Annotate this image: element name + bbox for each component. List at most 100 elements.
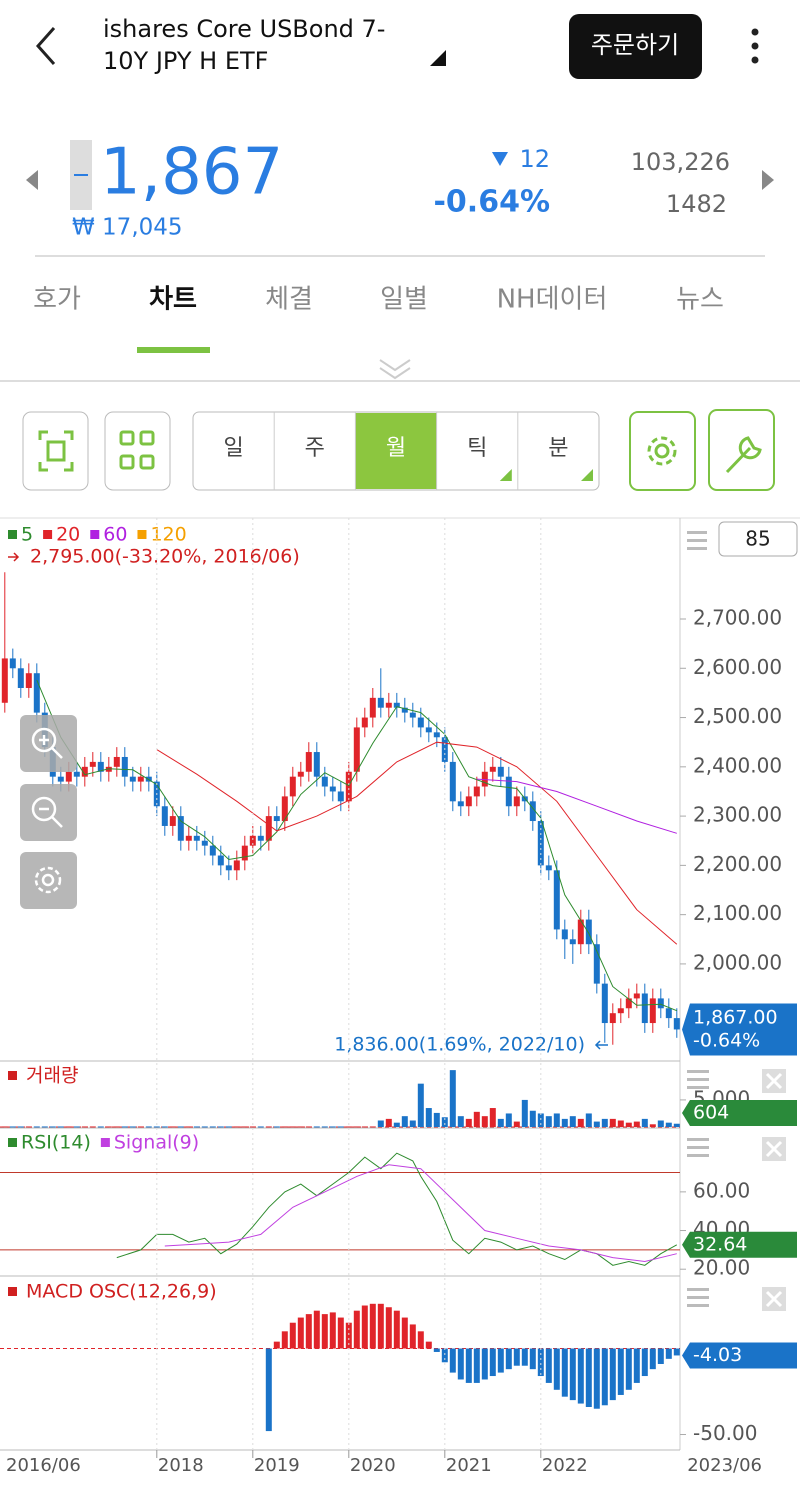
pane: 2,000.00 2,100.00 2,200.00 2,300.00 2,400.00… xyxy=(1,572,782,1045)
period-option[interactable]: 주 xyxy=(305,436,325,461)
bar xyxy=(521,1348,528,1366)
y-tick-label: 2,400.00 xyxy=(693,753,782,777)
period-option[interactable]: 틱 xyxy=(467,436,487,461)
zoom-in[interactable] xyxy=(20,715,77,772)
tab[interactable]: NH데이터 xyxy=(497,285,608,315)
fullscreen-button[interactable] xyxy=(22,411,89,491)
bar xyxy=(361,1126,368,1128)
bar xyxy=(73,1126,80,1128)
bar xyxy=(129,1126,136,1128)
settings-button[interactable] xyxy=(629,411,696,491)
candle-body xyxy=(593,944,600,984)
bar xyxy=(641,1348,648,1377)
pane-menu[interactable] xyxy=(687,531,707,550)
bar xyxy=(201,1126,208,1128)
pane: -50.00 xyxy=(0,1303,757,1445)
dropdown-icon[interactable] xyxy=(430,50,446,66)
bar xyxy=(145,1126,152,1128)
bar xyxy=(665,1348,672,1359)
back-button[interactable] xyxy=(35,27,56,65)
y-tick-label: 2,500.00 xyxy=(693,704,782,728)
candle-body xyxy=(17,668,24,688)
bar xyxy=(537,1113,544,1127)
candle-body xyxy=(297,771,304,777)
candle-body xyxy=(281,796,288,822)
period-option[interactable]: 일 xyxy=(223,436,243,461)
candle-body xyxy=(369,697,376,718)
bar xyxy=(385,1307,392,1349)
bar xyxy=(569,1348,576,1401)
bar xyxy=(257,1126,264,1128)
candle-body xyxy=(561,929,568,940)
bar xyxy=(673,1123,680,1127)
bar xyxy=(545,1116,552,1127)
bar xyxy=(593,1348,600,1409)
candle-body xyxy=(609,1013,616,1024)
count-value: 85 xyxy=(745,527,770,551)
bar xyxy=(545,1348,552,1383)
bar xyxy=(505,1113,512,1127)
candle-body xyxy=(137,776,144,782)
legend-swatch xyxy=(43,530,53,539)
chart-settings[interactable] xyxy=(20,852,77,909)
prev-button[interactable] xyxy=(26,170,38,190)
plot: 2,000.00 2,100.00 2,200.00 2,300.00 2,400.00… xyxy=(0,518,797,1476)
change-pct: -0.64% xyxy=(433,185,550,220)
bar xyxy=(577,1348,584,1404)
bar xyxy=(433,1112,440,1127)
bar xyxy=(161,1126,168,1128)
tab[interactable]: 호가 xyxy=(33,285,81,315)
more-menu[interactable] xyxy=(751,28,759,64)
tab[interactable]: 일별 xyxy=(380,285,428,315)
candle-body xyxy=(473,786,480,797)
value-tag xyxy=(682,1100,797,1126)
layout-button[interactable] xyxy=(104,411,171,491)
bar xyxy=(321,1314,328,1349)
period-option[interactable]: 월 xyxy=(386,436,406,461)
tab[interactable]: 차트 xyxy=(149,285,197,315)
tab[interactable]: 뉴스 xyxy=(676,285,724,315)
bar xyxy=(481,1116,488,1127)
expand-icon[interactable] xyxy=(379,359,411,380)
candle-body xyxy=(553,870,560,930)
tools-icon xyxy=(725,436,762,474)
bar xyxy=(529,1348,536,1370)
candle-body xyxy=(81,766,88,777)
bar xyxy=(665,1122,672,1127)
bar xyxy=(417,1331,424,1349)
bar xyxy=(105,1126,112,1128)
bar xyxy=(249,1126,256,1128)
bar xyxy=(553,1113,560,1127)
next-button[interactable] xyxy=(762,170,774,190)
candle-body xyxy=(417,717,424,728)
zoom-out[interactable] xyxy=(20,784,77,841)
legend-swatch xyxy=(100,1138,110,1147)
period-option[interactable]: 분 xyxy=(548,436,568,461)
arrow xyxy=(594,1040,608,1050)
pane-title: 거래량 xyxy=(26,1065,78,1087)
title: 10Y JPY H ETF xyxy=(103,47,268,75)
count-box[interactable] xyxy=(718,521,798,557)
y-tick-label: 2,600.00 xyxy=(693,655,782,679)
bar xyxy=(617,1348,624,1395)
pane-close[interactable] xyxy=(762,1069,786,1311)
candle-body xyxy=(249,835,256,846)
tab[interactable]: 체결 xyxy=(265,285,313,315)
bar xyxy=(601,1118,608,1127)
candle-body xyxy=(25,673,32,688)
pane-menu[interactable] xyxy=(687,1070,709,1307)
bar xyxy=(265,1348,272,1432)
bar xyxy=(369,1126,376,1128)
candle-body xyxy=(113,756,120,767)
candle-body xyxy=(217,855,224,866)
bar xyxy=(473,1348,480,1383)
change: 12 xyxy=(519,145,550,173)
order-button[interactable] xyxy=(569,14,702,79)
candle-body xyxy=(321,776,328,787)
bar xyxy=(345,1126,352,1128)
candle-body xyxy=(273,816,280,822)
bar xyxy=(209,1126,216,1128)
bar xyxy=(353,1126,360,1128)
